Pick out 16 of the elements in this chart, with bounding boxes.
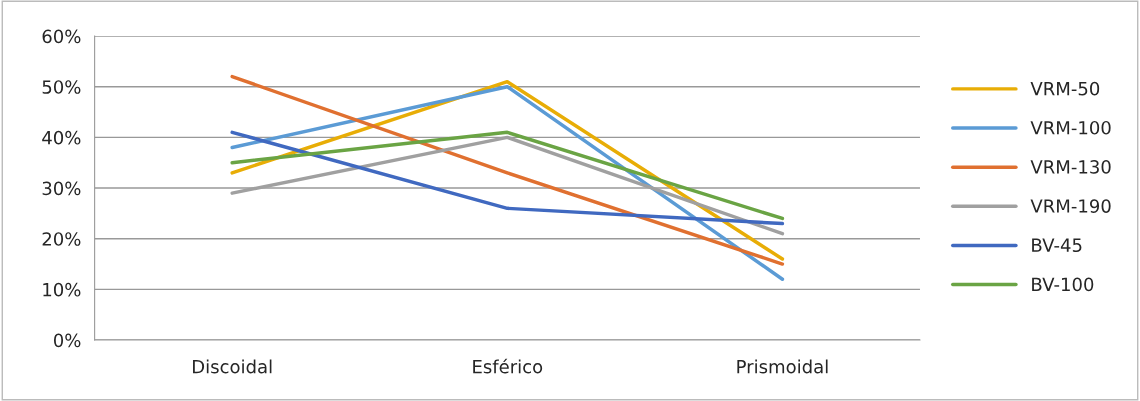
- legend-label: VRM-130: [1030, 160, 1111, 174]
- y-tick-label: 10%: [43, 282, 81, 297]
- y-tick-label: 0%: [53, 333, 81, 348]
- y-tick-label: 30%: [42, 181, 81, 196]
- y-tick-label: 60%: [42, 29, 81, 44]
- y-tick-label: 20%: [42, 232, 81, 246]
- legend-label: VRM-190: [1030, 199, 1111, 213]
- legend-label: VRM-50: [1030, 81, 1100, 96]
- legend-label: VRM-100: [1030, 120, 1111, 135]
- legend-label: BV-45: [1032, 238, 1082, 253]
- legend-label: BV-100: [1032, 277, 1094, 292]
- y-tick-label: 50%: [42, 80, 81, 94]
- x-tick-label: Esférico: [473, 358, 543, 374]
- x-tick-label: Prismoidal: [737, 359, 828, 374]
- y-tick-label: 40%: [42, 130, 81, 145]
- x-tick-label: Discoidal: [193, 359, 272, 374]
